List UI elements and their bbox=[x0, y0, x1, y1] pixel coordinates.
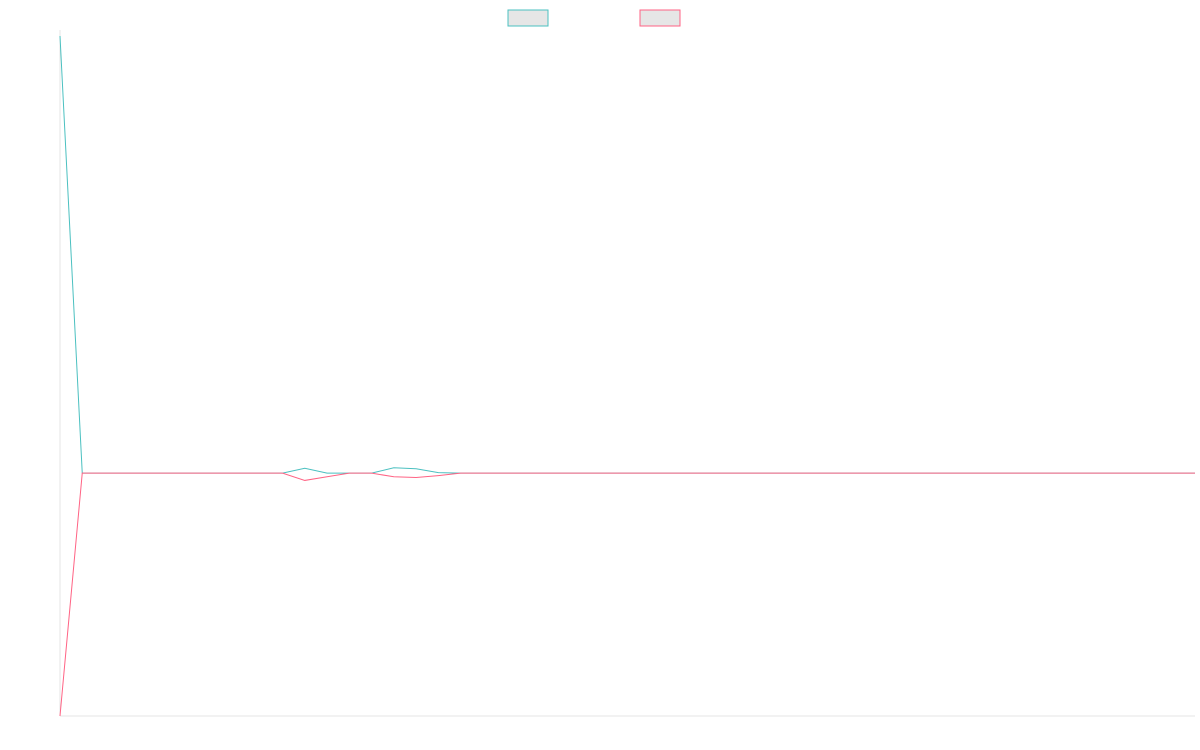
series-layer bbox=[59, 35, 1195, 717]
series-line-2 bbox=[59, 472, 1195, 717]
legend-swatch-1[interactable] bbox=[507, 9, 549, 27]
series-line-1 bbox=[59, 35, 1195, 474]
legend bbox=[507, 9, 681, 27]
axes bbox=[59, 30, 1195, 717]
legend-swatch-2[interactable] bbox=[639, 9, 681, 27]
